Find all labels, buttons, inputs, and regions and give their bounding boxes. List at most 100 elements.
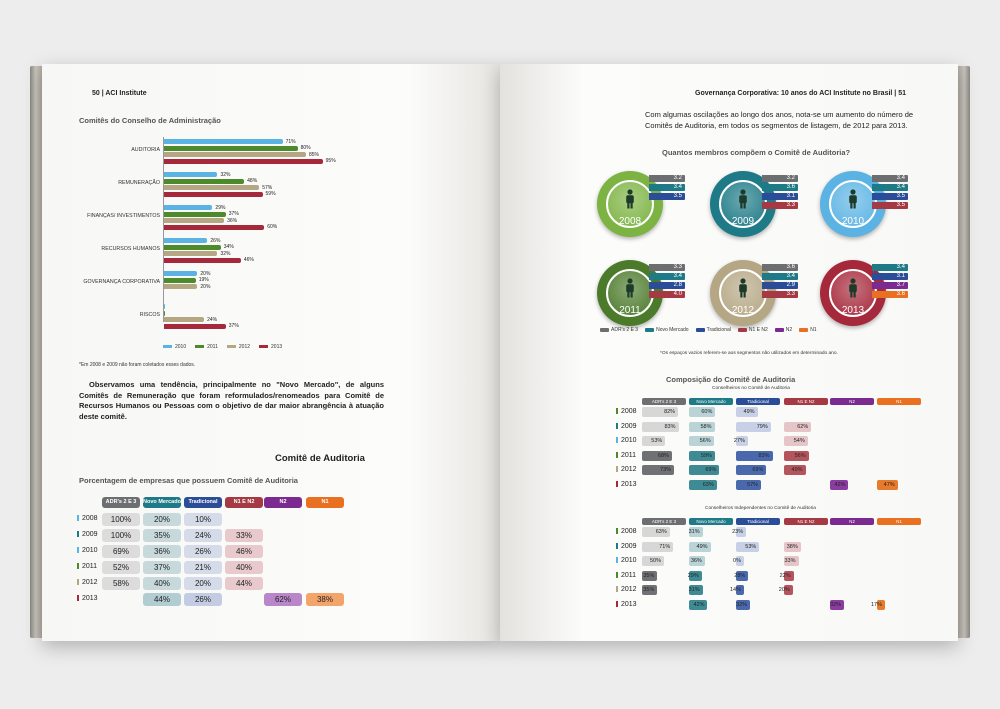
- cell-value: 62%: [797, 423, 809, 430]
- year-label: 2009: [77, 531, 98, 538]
- year-marker: [616, 422, 618, 429]
- bar-value-label: 71%: [285, 138, 296, 145]
- legend-label: 2013: [271, 344, 283, 350]
- year-marker: [616, 528, 618, 535]
- ring-value: 4.0: [649, 291, 685, 298]
- table-cell: 44%: [143, 593, 181, 606]
- bar-value-label: 34%: [223, 244, 234, 250]
- year-text: 2008: [621, 408, 637, 415]
- legend-item: 2010: [163, 344, 186, 350]
- table-header: N2: [264, 497, 302, 508]
- table-header: Novo Mercado: [143, 497, 181, 508]
- year-label: 2011: [77, 563, 97, 570]
- person-icon: [625, 278, 635, 303]
- bar-2011: [164, 178, 245, 184]
- table-header: ADR's 2 E 3: [102, 497, 140, 508]
- bar-2010: [164, 139, 283, 144]
- members-title: Quantos membros compõem o Comitê de Audi…: [662, 148, 851, 157]
- table-cell: 32%: [736, 599, 751, 610]
- ring-value: 3.3: [649, 264, 685, 271]
- ring-value: 3.2: [762, 175, 798, 182]
- table-cell: 52%: [102, 561, 140, 574]
- table-cell: 42%: [830, 479, 849, 490]
- bar-empty: [164, 310, 165, 316]
- ring-year: 2009: [731, 216, 755, 227]
- table-cell: 38%: [784, 541, 801, 552]
- rings-legend: ADR's 2 E 3 Novo Mercado Tradicional N1 E N…: [600, 327, 824, 333]
- ring-value: 3.5: [649, 193, 685, 200]
- cell-value: 42%: [693, 601, 705, 608]
- table-cell: 28%: [734, 570, 749, 581]
- cell-value: 56%: [794, 452, 806, 459]
- year-text: 2009: [621, 542, 637, 550]
- year-text: 2008: [621, 528, 637, 535]
- category-label: RECURSOS HUMANOS: [101, 246, 160, 252]
- table-cell: 44%: [225, 577, 263, 590]
- table-cell: 31%: [689, 585, 703, 595]
- table-cell: 83%: [736, 450, 773, 461]
- bar-value-label: 48%: [247, 178, 258, 184]
- cell-value: 32%: [736, 601, 748, 608]
- table-cell: 58%: [689, 421, 715, 432]
- intro-paragraph: Com algumas oscilações ao longo dos anos…: [645, 110, 914, 130]
- year-text: 2011: [82, 563, 98, 570]
- table2-subtitle: Conselheiros Independentes no Comitê de …: [705, 506, 816, 511]
- bar-value-label: 20%: [200, 283, 211, 290]
- table-cell: 40%: [143, 577, 181, 590]
- legend-item: Novo Mercado: [645, 327, 689, 333]
- table-header: N2: [830, 518, 874, 525]
- category-label: RISCOS: [139, 312, 160, 318]
- legend-item: N1: [799, 327, 817, 333]
- cell-value: 53%: [745, 543, 757, 550]
- year-text: 2013: [621, 600, 637, 608]
- table-cell: 46%: [225, 545, 263, 558]
- bar-2013: [164, 224, 265, 230]
- cell-value: 33%: [784, 558, 796, 564]
- cell-value: 36%: [690, 558, 702, 564]
- table-cell: 33%: [784, 556, 799, 566]
- table-cell: 35%: [642, 585, 658, 595]
- ring-value: 3.1: [872, 273, 908, 280]
- category-label: GOVERNANÇA CORPORATIVA: [83, 279, 160, 285]
- table-cell: 49%: [784, 465, 806, 475]
- cell-value: 0%: [733, 558, 741, 564]
- year-label: 2013: [616, 601, 637, 608]
- cell-value: 63%: [655, 529, 667, 535]
- year-marker: [616, 542, 618, 549]
- bar-2011: [164, 145, 298, 151]
- legend-item: Tradicional: [695, 327, 731, 333]
- bar-2010: [164, 205, 213, 210]
- ring-value: 3.5: [872, 193, 908, 200]
- year-text: 2011: [621, 571, 637, 579]
- person-icon: [848, 189, 858, 214]
- cell-value: 32%: [830, 601, 842, 608]
- cell-value: 35%: [643, 572, 655, 579]
- cell-value: 47%: [883, 481, 895, 488]
- cell-value: 28%: [734, 572, 746, 579]
- ring-value: 2.9: [762, 282, 798, 289]
- legend-swatch: [645, 327, 655, 332]
- table-cell: 22%: [780, 570, 794, 581]
- table-cell: 69%: [689, 465, 720, 475]
- year-label: 2012: [77, 579, 98, 586]
- table-header: Tradicional: [736, 518, 780, 525]
- ring-year: 2010: [841, 216, 865, 227]
- year-marker: [77, 579, 79, 586]
- year-label: 2010: [616, 437, 637, 444]
- table1-subtitle: Conselheiros no Comitê de Auditoria: [712, 386, 790, 391]
- cell-value: 29%: [687, 572, 699, 579]
- legend-swatch: [695, 327, 705, 332]
- book-edge-left: [30, 66, 44, 638]
- table-cell: 59%: [689, 450, 715, 461]
- cell-value: 56%: [699, 438, 711, 444]
- table-cell: 57%: [736, 479, 762, 490]
- year-marker: [616, 600, 618, 607]
- cell-value: 42%: [834, 481, 846, 488]
- table-cell: 49%: [689, 541, 711, 552]
- cell-value: 69%: [752, 467, 764, 473]
- legend-swatch: [259, 345, 269, 349]
- table-cell: 42%: [689, 599, 708, 610]
- legend-label: 2012: [238, 344, 251, 350]
- year-marker: [616, 557, 618, 564]
- bar-2013: [164, 323, 226, 329]
